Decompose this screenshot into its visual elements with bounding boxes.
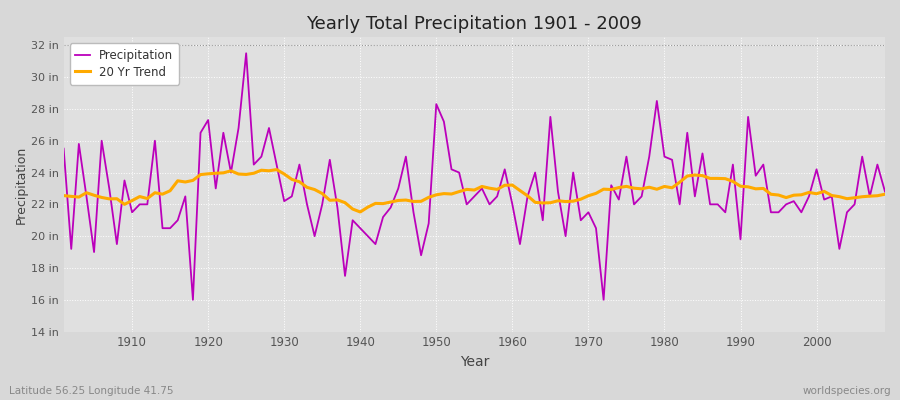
- Precipitation: [614, 197, 625, 202]
- 20 Yr Trend: [294, 179, 305, 184]
- Legend: Precipitation, 20 Yr Trend: Precipitation, 20 Yr Trend: [69, 43, 179, 84]
- 20 Yr Trend: [355, 210, 365, 214]
- Precipitation: [119, 178, 130, 183]
- Y-axis label: Precipitation: Precipitation: [15, 145, 28, 224]
- X-axis label: Year: Year: [460, 355, 489, 369]
- 20 Yr Trend: [515, 188, 526, 193]
- Precipitation: [515, 242, 526, 246]
- 20 Yr Trend: [271, 167, 282, 172]
- Title: Yearly Total Precipitation 1901 - 2009: Yearly Total Precipitation 1901 - 2009: [306, 15, 643, 33]
- Precipitation: [241, 51, 252, 56]
- Precipitation: [302, 202, 312, 207]
- 20 Yr Trend: [522, 194, 533, 198]
- Precipitation: [879, 189, 890, 194]
- 20 Yr Trend: [58, 193, 69, 198]
- Text: worldspecies.org: worldspecies.org: [803, 386, 891, 396]
- 20 Yr Trend: [614, 185, 625, 190]
- 20 Yr Trend: [339, 200, 350, 205]
- 20 Yr Trend: [119, 202, 130, 207]
- Precipitation: [347, 218, 358, 223]
- 20 Yr Trend: [879, 192, 890, 197]
- Precipitation: [58, 146, 69, 151]
- Line: 20 Yr Trend: 20 Yr Trend: [64, 170, 885, 212]
- Text: Latitude 56.25 Longitude 41.75: Latitude 56.25 Longitude 41.75: [9, 386, 174, 396]
- Line: Precipitation: Precipitation: [64, 53, 885, 300]
- Precipitation: [187, 297, 198, 302]
- Precipitation: [522, 194, 533, 199]
